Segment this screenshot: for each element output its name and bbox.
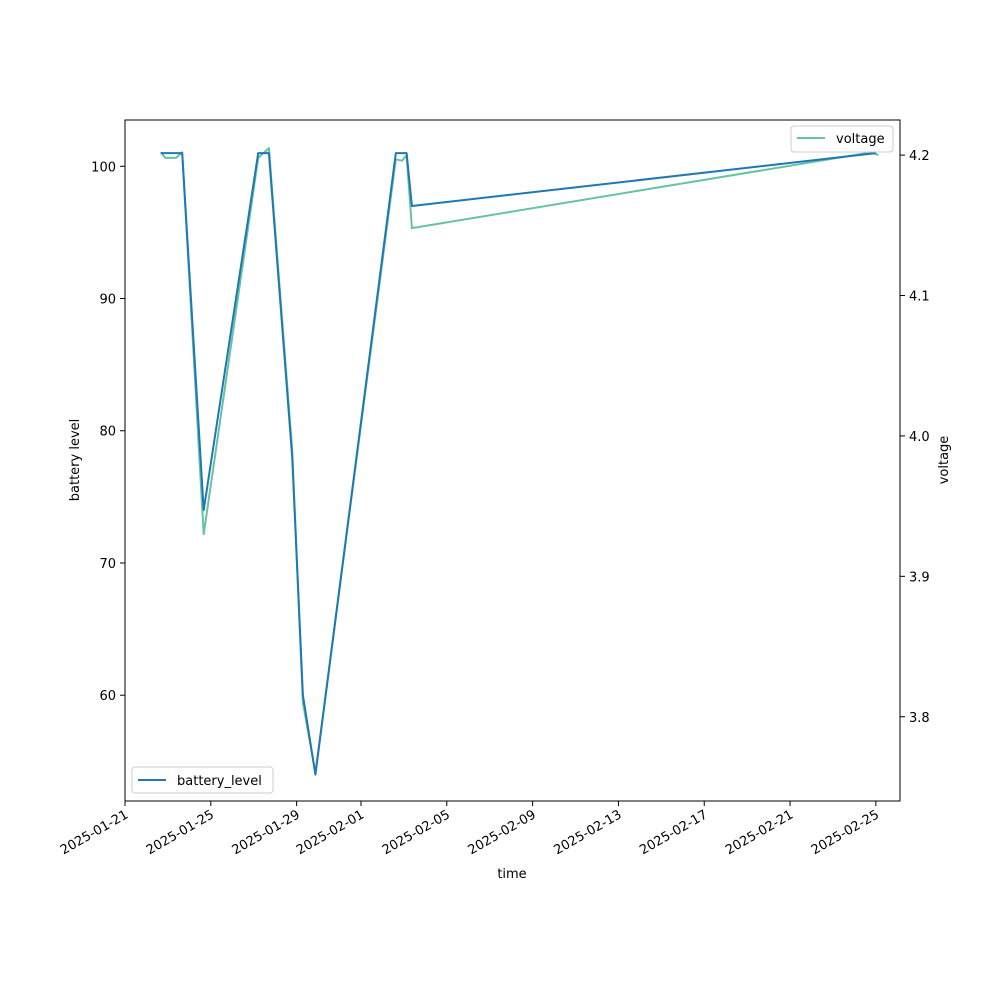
right-y-tick-label: 4.0 bbox=[909, 430, 930, 445]
plot-area-frame bbox=[124, 119, 901, 802]
left-y-tick-label: 80 bbox=[99, 425, 116, 440]
right-y-tick-label: 3.9 bbox=[909, 570, 930, 585]
left-y-tick-label: 90 bbox=[99, 293, 116, 308]
legend-voltage: voltage bbox=[790, 125, 894, 153]
legend-box bbox=[790, 125, 894, 153]
legend-battery-level: battery_level bbox=[131, 766, 274, 794]
x-axis-title: time bbox=[497, 867, 526, 882]
left-y-axis: 60 70 80 90 100 bbox=[91, 160, 125, 704]
right-y-tick-label: 4.1 bbox=[909, 290, 930, 305]
legend-label-battery-level: battery_level bbox=[177, 774, 262, 789]
left-y-axis-title: battery level bbox=[68, 419, 83, 502]
legend-box bbox=[131, 766, 274, 794]
right-y-tick-label: 3.8 bbox=[909, 711, 930, 726]
right-y-tick-label: 4.2 bbox=[909, 149, 930, 164]
right-y-axis: 3.8 3.9 4.0 4.1 4.2 bbox=[900, 149, 930, 726]
left-y-tick-label: 100 bbox=[91, 160, 116, 175]
left-y-tick-label: 60 bbox=[99, 689, 116, 704]
series-line-battery-level bbox=[160, 152, 877, 776]
legend-label-voltage: voltage bbox=[836, 132, 885, 147]
right-y-axis-title: voltage bbox=[937, 436, 952, 485]
series-layer bbox=[160, 147, 879, 776]
left-y-tick-label: 70 bbox=[99, 557, 116, 572]
